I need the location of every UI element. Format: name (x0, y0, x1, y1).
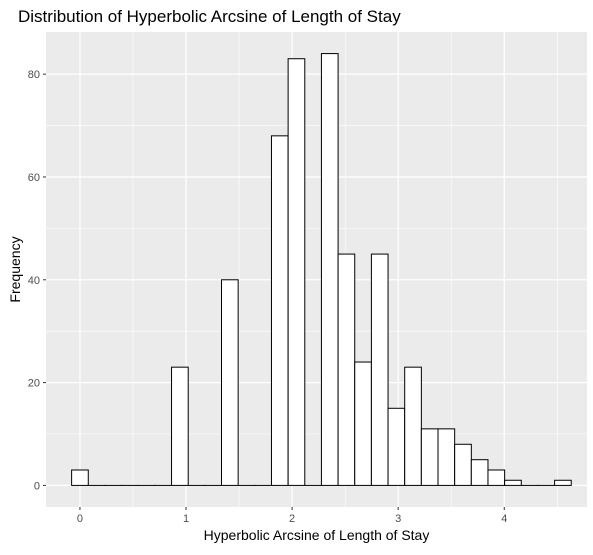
histogram-bar (555, 480, 572, 485)
histogram-bar (271, 136, 288, 486)
histogram-bar (172, 367, 189, 485)
x-tick-label: 4 (501, 513, 507, 525)
chart-title: Distribution of Hyperbolic Arcsine of Le… (18, 7, 401, 26)
x-axis: 0 1 2 3 4 (77, 507, 507, 525)
histogram-bar (222, 280, 239, 486)
histogram-bar (288, 59, 305, 486)
histogram-bar (338, 254, 355, 485)
histogram-bar (488, 470, 505, 485)
x-tick-label: 2 (289, 513, 295, 525)
histogram-bar (405, 367, 422, 485)
y-tick-label: 20 (28, 378, 40, 390)
histogram-bar (388, 408, 405, 485)
histogram-bar (455, 444, 472, 485)
x-tick-label: 1 (183, 513, 189, 525)
x-axis-title: Hyperbolic Arcsine of Length of Stay (204, 527, 430, 543)
y-tick-label: 40 (28, 275, 40, 287)
y-axis: 0 20 40 60 80 (28, 69, 46, 492)
histogram-bar (321, 54, 338, 486)
plot-panel (46, 32, 587, 507)
histogram-bar (471, 460, 488, 486)
y-axis-title: Frequency (7, 236, 23, 302)
histogram-bar (421, 429, 438, 486)
histogram-bar (371, 254, 388, 485)
histogram-bar (355, 362, 372, 485)
y-tick-label: 80 (28, 69, 40, 81)
y-tick-label: 0 (34, 480, 40, 492)
x-tick-label: 0 (77, 513, 83, 525)
histogram-bar (438, 429, 455, 486)
histogram-bar (505, 480, 522, 485)
y-tick-label: 60 (28, 172, 40, 184)
histogram-bar (72, 470, 89, 485)
x-tick-label: 3 (395, 513, 401, 525)
